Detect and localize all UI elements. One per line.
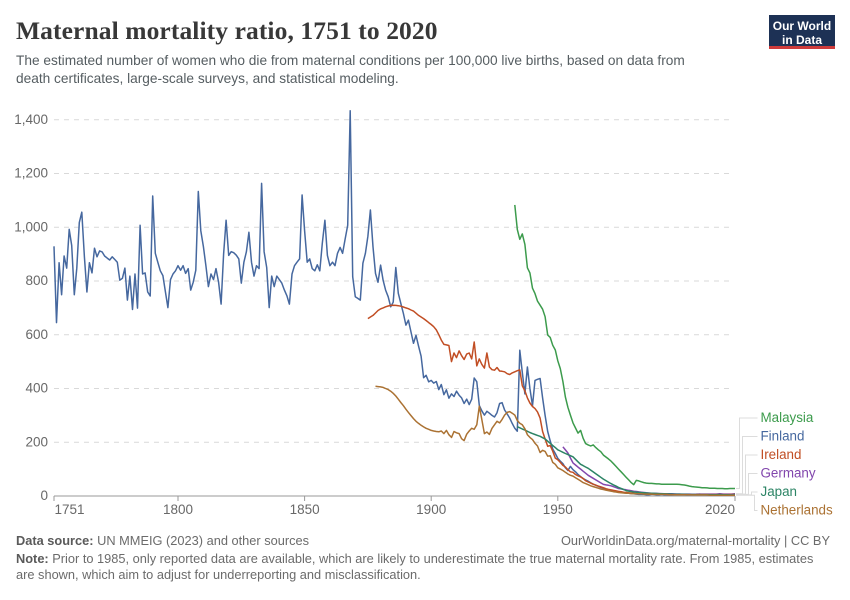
svg-text:1850: 1850 (290, 502, 320, 517)
svg-text:2020: 2020 (705, 502, 735, 517)
svg-text:1900: 1900 (416, 502, 446, 517)
svg-text:1,400: 1,400 (14, 112, 48, 127)
svg-text:200: 200 (25, 434, 48, 449)
svg-text:1,200: 1,200 (14, 166, 48, 181)
svg-text:Netherlands: Netherlands (761, 503, 834, 518)
svg-text:1,000: 1,000 (14, 219, 48, 234)
svg-text:Finland: Finland (761, 429, 805, 444)
svg-text:400: 400 (25, 381, 48, 396)
svg-text:Malaysia: Malaysia (761, 410, 814, 425)
svg-text:1800: 1800 (163, 502, 193, 517)
svg-text:Ireland: Ireland (761, 447, 802, 462)
svg-text:600: 600 (25, 327, 48, 342)
svg-text:800: 800 (25, 273, 48, 288)
svg-text:1751: 1751 (55, 502, 85, 517)
svg-text:Japan: Japan (761, 484, 797, 499)
svg-text:0: 0 (40, 488, 48, 503)
svg-text:1950: 1950 (543, 502, 573, 517)
svg-text:Germany: Germany (761, 466, 816, 481)
